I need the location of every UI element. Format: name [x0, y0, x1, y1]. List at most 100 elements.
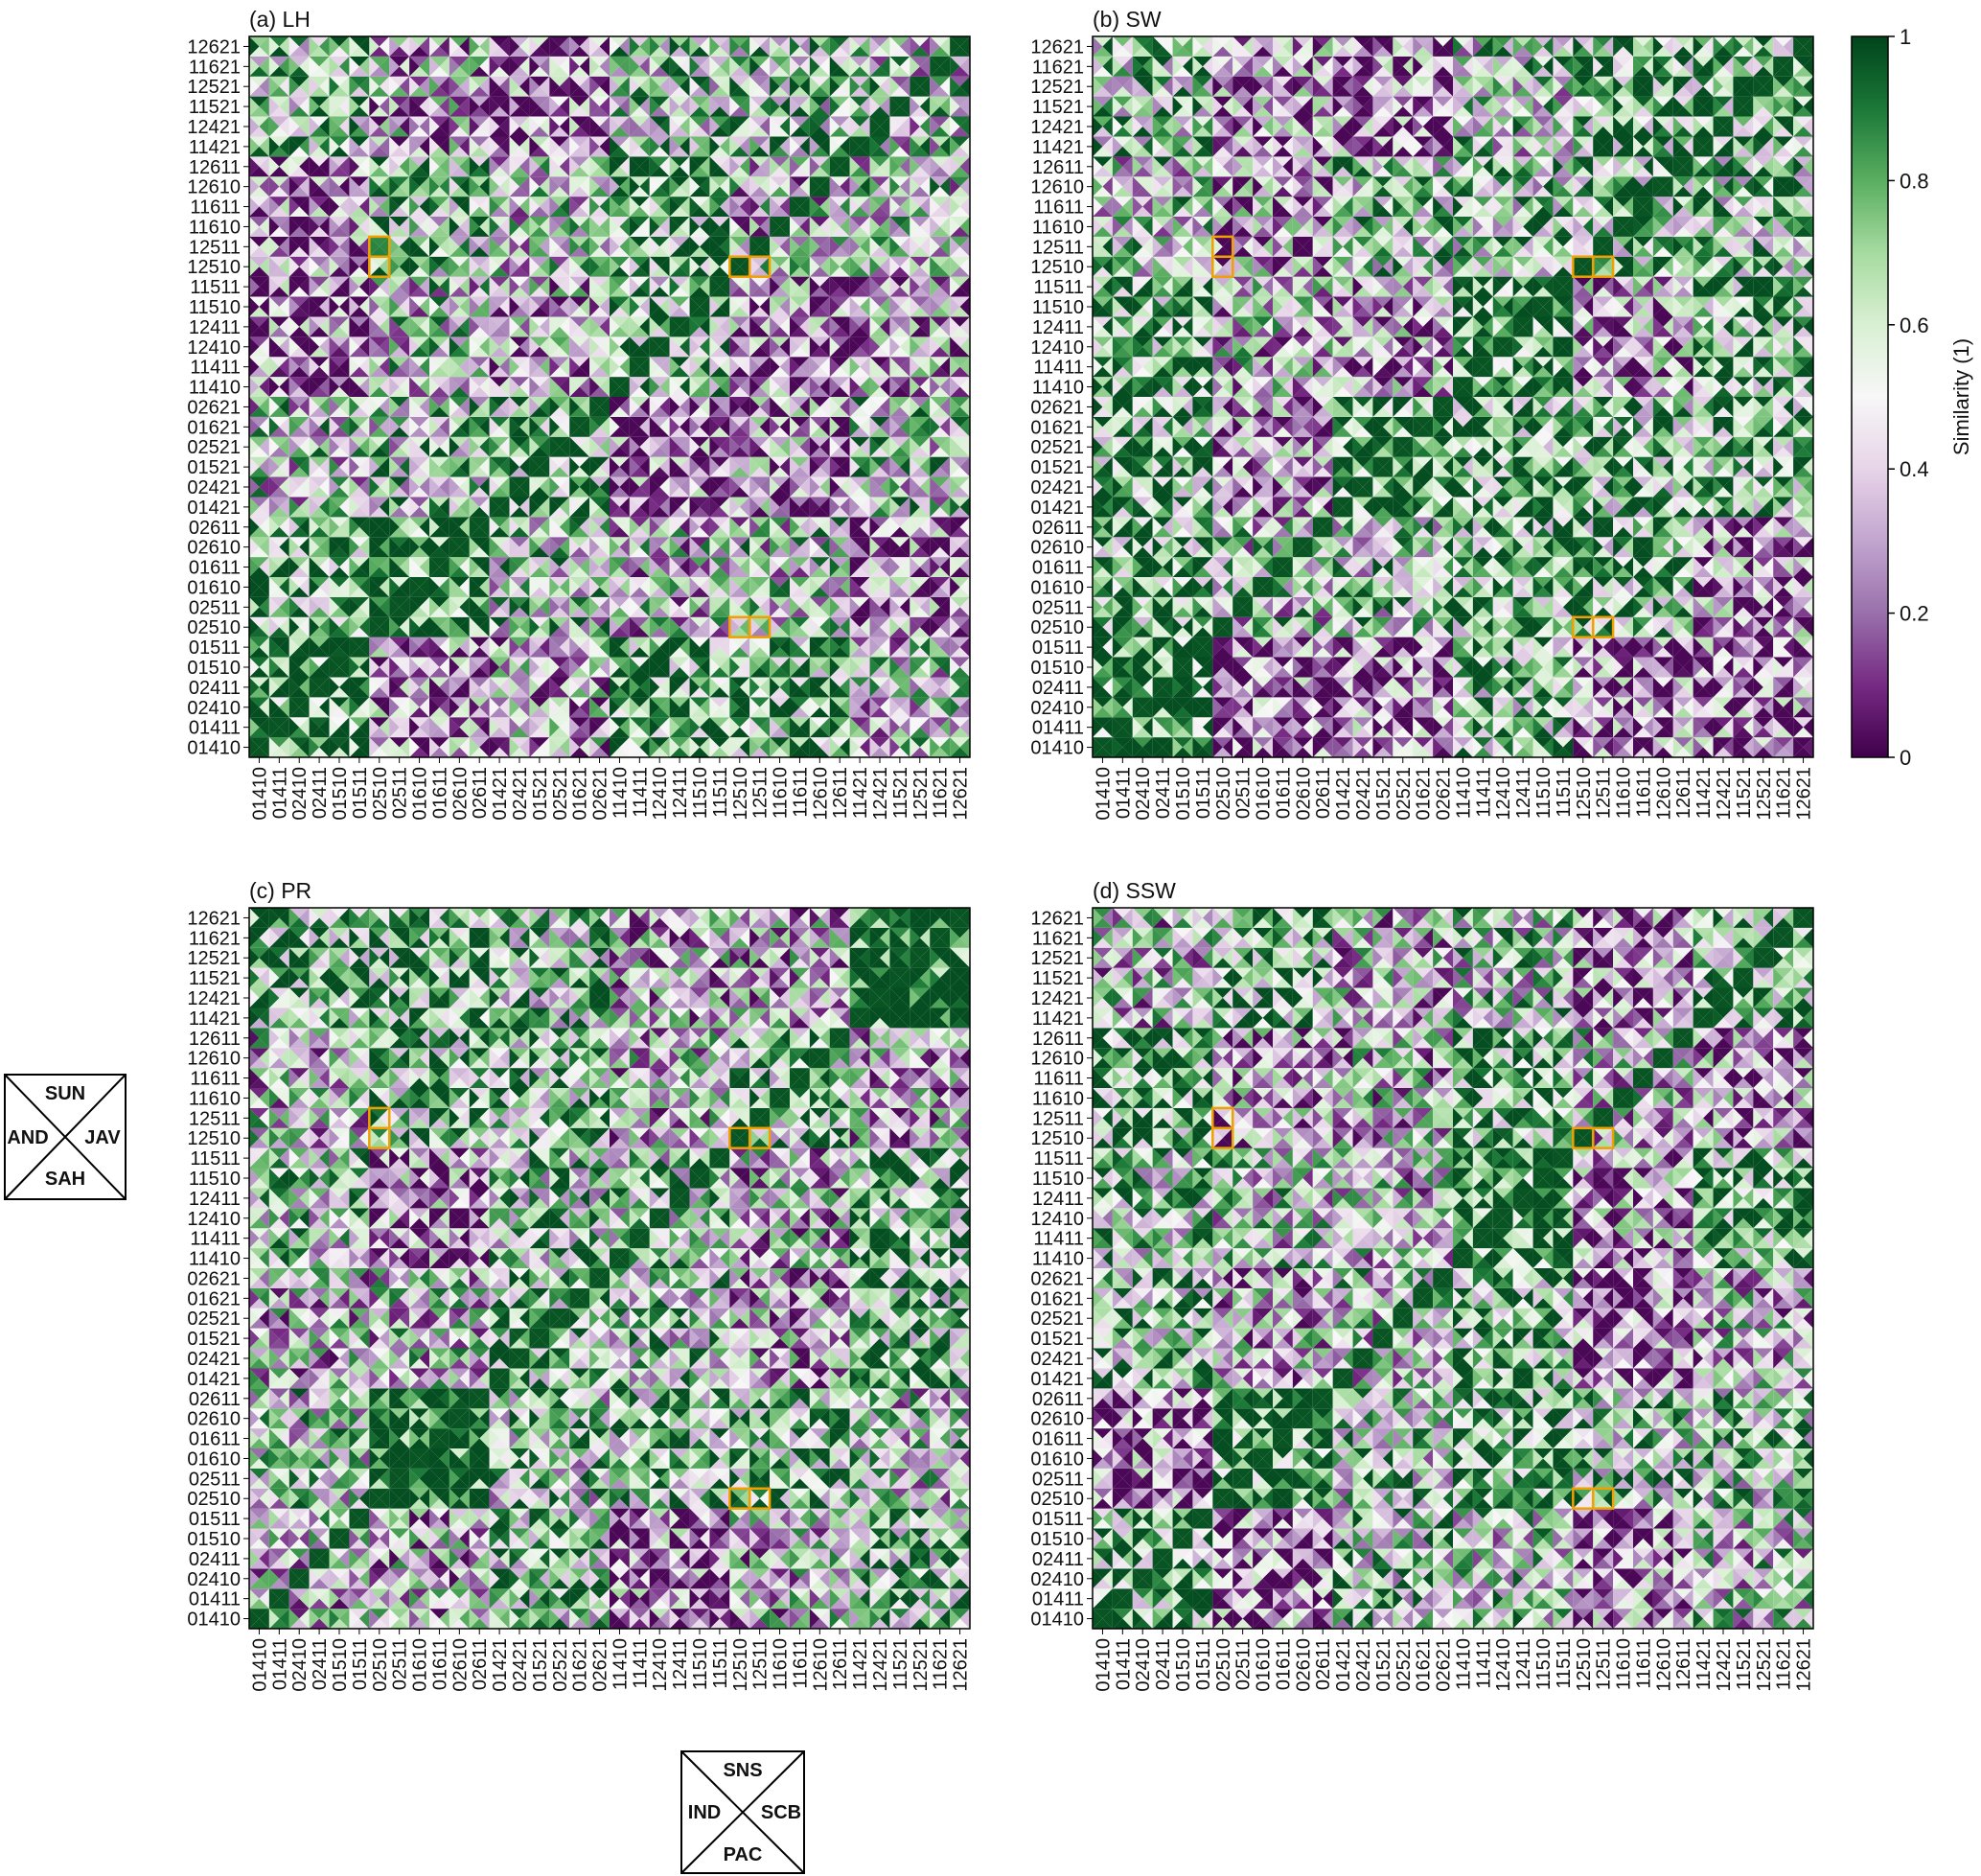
heatmap-cell-triangle [889, 657, 910, 667]
heatmap-cell-triangle [930, 677, 940, 698]
heatmap-cell-triangle [950, 706, 970, 718]
heatmap-cell-triangle [739, 657, 750, 678]
heatmap-cell-triangle [649, 717, 670, 728]
heatmap-cell-triangle [369, 647, 390, 658]
heatmap-cell-triangle [610, 677, 630, 687]
heatmap-cell-triangle [329, 616, 339, 637]
heatmap-cell-triangle [429, 616, 440, 637]
heatmap-cell-triangle [549, 616, 560, 637]
heatmap-cell-triangle [299, 677, 310, 698]
heatmap-cell-triangle [469, 706, 490, 718]
heatmap-cell-triangle [749, 637, 771, 648]
heatmap-cell-triangle [389, 657, 400, 678]
heatmap-cell-triangle [309, 657, 320, 678]
heatmap-cell-triangle [770, 717, 780, 738]
heatmap-cell-triangle [689, 747, 710, 757]
heatmap-cell-triangle [770, 747, 790, 757]
heatmap-cell-triangle [329, 637, 350, 648]
heatmap-cell-triangle [559, 637, 570, 658]
heatmap-cell-triangle [790, 667, 810, 678]
heatmap-cell-triangle [629, 677, 650, 687]
heatmap-cell-triangle [569, 717, 580, 738]
heatmap-cell-triangle [288, 727, 310, 738]
heatmap-cell-triangle [419, 677, 429, 698]
heatmap-cell-triangle [629, 747, 650, 757]
heatmap-cell-triangle [849, 657, 861, 678]
heatmap-cell-triangle [950, 677, 970, 687]
heatmap-cell-triangle [349, 717, 370, 728]
heatmap-cell-triangle [329, 697, 350, 707]
heatmap-cell-triangle [950, 657, 960, 678]
heatmap-cell-triangle [629, 667, 650, 678]
heatmap-cell-triangle [689, 706, 710, 718]
heatmap-cell-triangle [629, 637, 650, 648]
heatmap-cell-triangle [610, 706, 630, 718]
heatmap-cell-triangle [880, 697, 890, 718]
heatmap-cell-triangle [459, 616, 470, 637]
heatmap-cell-triangle [509, 697, 519, 718]
heatmap-cell-triangle [959, 697, 970, 718]
heatmap-cell-triangle [770, 706, 790, 718]
heatmap-cell-triangle [309, 637, 320, 658]
heatmap-cell-triangle [379, 657, 390, 678]
heatmap-cell-triangle [950, 737, 970, 748]
heatmap-cell-triangle [799, 637, 810, 658]
heatmap-cell-triangle [809, 667, 830, 678]
heatmap-cell-triangle [829, 717, 850, 728]
heatmap-cell-triangle [579, 737, 590, 757]
heatmap-cell-triangle [449, 727, 470, 738]
heatmap-cell-triangle [369, 737, 380, 757]
heatmap-cell-triangle [649, 616, 660, 637]
heatmap-cell-triangle [829, 686, 850, 698]
heatmap-cell-triangle [349, 686, 370, 698]
heatmap-cell-triangle [770, 637, 790, 648]
heatmap-cell-triangle [529, 717, 550, 728]
heatmap-cell-triangle [729, 717, 740, 738]
heatmap-cell-triangle [669, 657, 680, 678]
heatmap-cell-triangle [849, 667, 870, 678]
heatmap-cell-triangle [379, 616, 390, 637]
heatmap-cell-triangle [529, 657, 550, 667]
heatmap-cell-triangle [469, 616, 480, 637]
heatmap-cell-triangle [489, 677, 510, 687]
heatmap-cell-triangle [589, 657, 610, 667]
heatmap-cell-triangle [809, 717, 820, 738]
heatmap-cell-triangle [829, 697, 841, 718]
heatmap-cell-triangle [489, 717, 510, 728]
heatmap-cell-triangle [910, 657, 920, 678]
heatmap-cell-triangle [849, 677, 870, 687]
heatmap-cell-triangle [629, 706, 650, 718]
heatmap-cell-triangle [249, 627, 269, 637]
heatmap-cell-triangle [249, 637, 269, 648]
heatmap-cell-triangle [469, 616, 490, 628]
heatmap-cell-triangle [299, 697, 310, 718]
heatmap-cell-triangle [369, 697, 380, 718]
heatmap-cell-triangle [770, 637, 780, 658]
heatmap-cell-triangle [509, 717, 519, 738]
heatmap-cell-triangle [899, 717, 910, 738]
heatmap-cell-triangle [589, 737, 600, 757]
heatmap-cell-triangle [889, 647, 910, 658]
heatmap-cell-triangle [589, 747, 610, 757]
heatmap-cell-triangle [499, 737, 510, 757]
heatmap-cell-triangle [569, 616, 580, 637]
heatmap-cell-triangle [689, 637, 700, 658]
heatmap-cell-triangle [759, 697, 771, 718]
heatmap-cell-triangle [358, 737, 370, 757]
heatmap-cell-triangle [930, 737, 951, 748]
heatmap-cell-triangle [819, 677, 830, 698]
heatmap-cell-triangle [910, 686, 931, 698]
heatmap-cell-triangle [279, 637, 289, 658]
heatmap-cell-triangle [829, 657, 841, 678]
heatmap-cell-triangle [449, 627, 470, 637]
heatmap-cell-triangle [669, 627, 690, 637]
heatmap-cell-triangle [910, 717, 920, 738]
heatmap-cell-triangle [649, 706, 670, 718]
heatmap-cell-triangle [268, 706, 289, 718]
heatmap-cell-triangle [479, 697, 490, 718]
heatmap-cell-triangle [709, 727, 730, 738]
heatmap-cell-triangle [700, 737, 710, 757]
heatmap-cell-triangle [569, 657, 590, 667]
heatmap-cell-triangle [399, 737, 410, 757]
heatmap-cell-triangle [259, 616, 269, 637]
